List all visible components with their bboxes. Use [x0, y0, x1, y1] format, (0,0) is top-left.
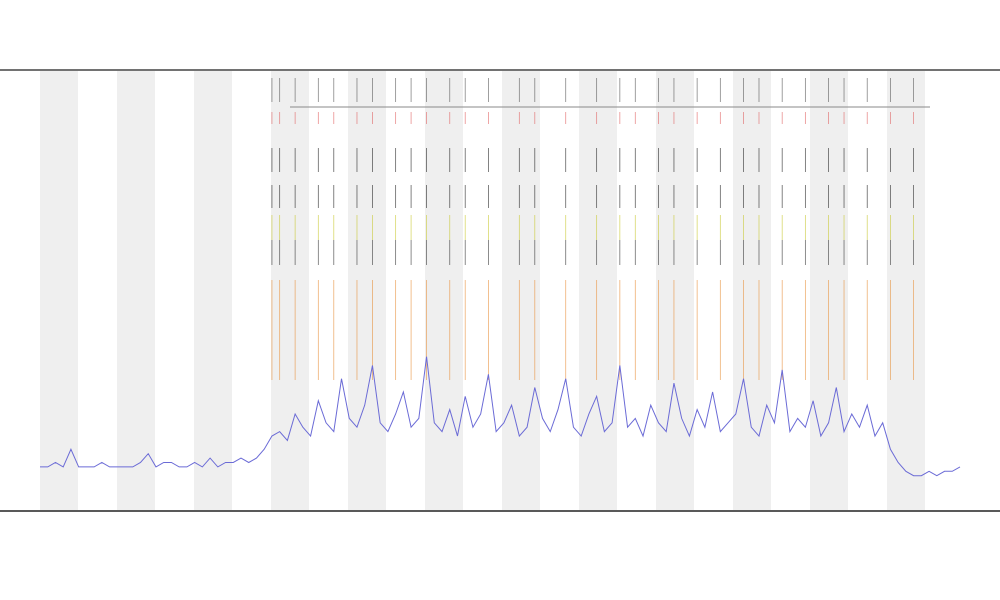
- band: [733, 71, 771, 510]
- band: [502, 71, 540, 510]
- band: [117, 71, 155, 510]
- band: [887, 71, 925, 510]
- series-line: [40, 356, 961, 477]
- band: [348, 71, 386, 510]
- band: [40, 71, 78, 510]
- band: [579, 71, 617, 510]
- band: [271, 71, 309, 510]
- band: [810, 71, 848, 510]
- band: [425, 71, 463, 510]
- shaded-bands: [40, 71, 925, 510]
- band: [194, 71, 232, 510]
- band: [656, 71, 694, 510]
